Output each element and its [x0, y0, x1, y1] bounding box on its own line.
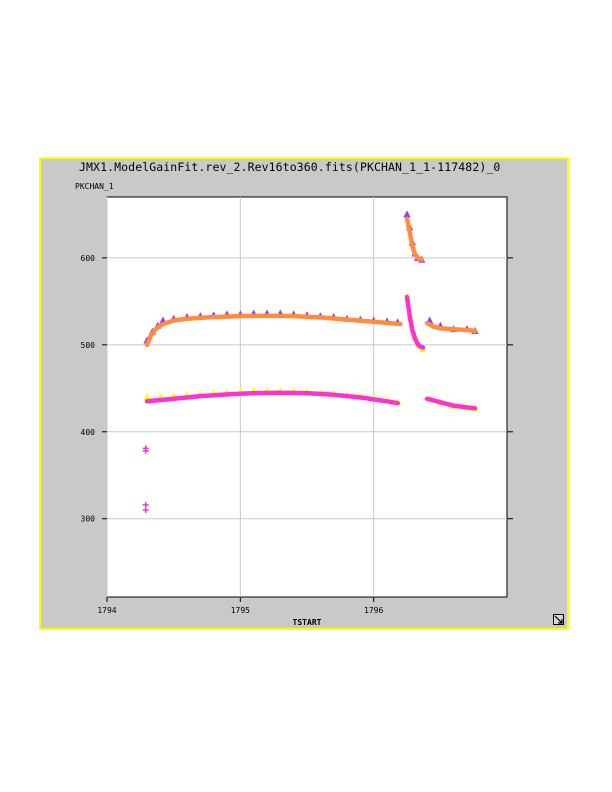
- y-tick-label-3: 600: [81, 254, 96, 263]
- fit-curve-1: [404, 216, 424, 262]
- y-tick-label-0: 300: [81, 515, 96, 524]
- x-tick-label-0: 1794: [97, 606, 116, 615]
- y-tick-label-2: 500: [81, 341, 96, 350]
- series-2-point-3: [142, 507, 149, 514]
- fit-curve-4: [404, 294, 426, 350]
- series-2-point-1: [142, 447, 149, 454]
- fit-curves: [144, 216, 478, 411]
- series-1-point-0: [143, 393, 151, 400]
- y-tick-label-1: 400: [81, 428, 96, 437]
- fit-curve-5: [424, 396, 478, 411]
- fit-curve-2: [424, 320, 478, 334]
- plot-window: JMX1.ModelGainFit.rev_2.Rev16to360.fits(…: [39, 157, 569, 630]
- series-2-point-2: [142, 501, 149, 508]
- x-axis-label: TSTART: [293, 618, 322, 627]
- y-axis-label: PKCHAN_1: [75, 182, 114, 191]
- scatter-plot: 1794 1795 1796 300 400 500 600 PKCHAN_1 TSTART: [75, 182, 513, 627]
- fit-curve-3: [144, 390, 400, 406]
- series-2: [142, 445, 149, 514]
- x-tick-label-2: 1796: [364, 606, 383, 615]
- axis-ticks: 1794 1795 1796 300 400 500 600: [81, 254, 513, 615]
- series-0-point-22: [403, 210, 411, 218]
- plot-area: [106, 196, 508, 598]
- x-tick-label-1: 1795: [231, 606, 250, 615]
- resize-handle-icon[interactable]: [553, 614, 564, 625]
- fit-curve-0: [144, 313, 403, 348]
- chart-title: JMX1.ModelGainFit.rev_2.Rev16to360.fits(…: [79, 160, 501, 174]
